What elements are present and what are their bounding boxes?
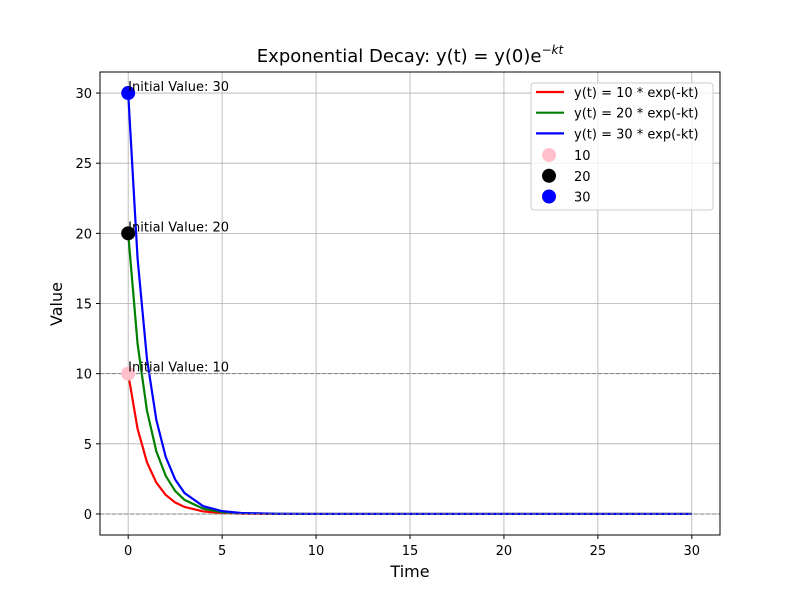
initial-point [121, 366, 136, 381]
legend-box [530, 82, 714, 211]
x-axis-label: Time [389, 562, 429, 581]
legend-label: y(t) = 20 * exp(-kt) [574, 107, 699, 122]
y-tick-label: 15 [75, 298, 92, 313]
y-tick-label: 10 [75, 368, 92, 383]
x-tick-label: 30 [684, 544, 701, 559]
y-tick-label: 0 [84, 508, 92, 523]
title-superscript: −kt [541, 43, 564, 57]
x-tick-label: 15 [402, 544, 419, 559]
x-tick-label: 5 [218, 544, 226, 559]
plot-frame [99, 71, 721, 536]
legend-swatch [542, 168, 556, 183]
y-tick-label: 30 [75, 87, 92, 102]
legend-swatch [542, 148, 556, 163]
title-text: Exponential Decay: y(t) = y(0)e [257, 46, 542, 67]
annotation: Initial Value: 20 [128, 220, 229, 235]
annotation: Initial Value: 10 [128, 361, 229, 376]
x-tick-label: 25 [590, 544, 607, 559]
initial-point [121, 226, 136, 241]
legend-label: 10 [574, 149, 591, 164]
y-axis-label: Value [47, 282, 66, 326]
legend-label: y(t) = 10 * exp(-kt) [574, 86, 699, 101]
x-tick-label: 20 [496, 544, 513, 559]
chart-title: Exponential Decay: y(t) = y(0)e−kt [257, 43, 565, 67]
annotation: Initial Value: 30 [128, 80, 229, 95]
legend-swatch [542, 189, 556, 204]
x-tick-label: 10 [308, 544, 325, 559]
legend-label: 30 [574, 191, 591, 206]
y-tick-label: 5 [84, 438, 92, 453]
x-tick-label: 0 [124, 544, 132, 559]
y-tick-label: 20 [75, 227, 92, 242]
legend-label: y(t) = 30 * exp(-kt) [574, 127, 699, 142]
initial-point [121, 86, 136, 101]
legend-label: 20 [574, 170, 591, 185]
y-tick-label: 25 [75, 157, 92, 172]
